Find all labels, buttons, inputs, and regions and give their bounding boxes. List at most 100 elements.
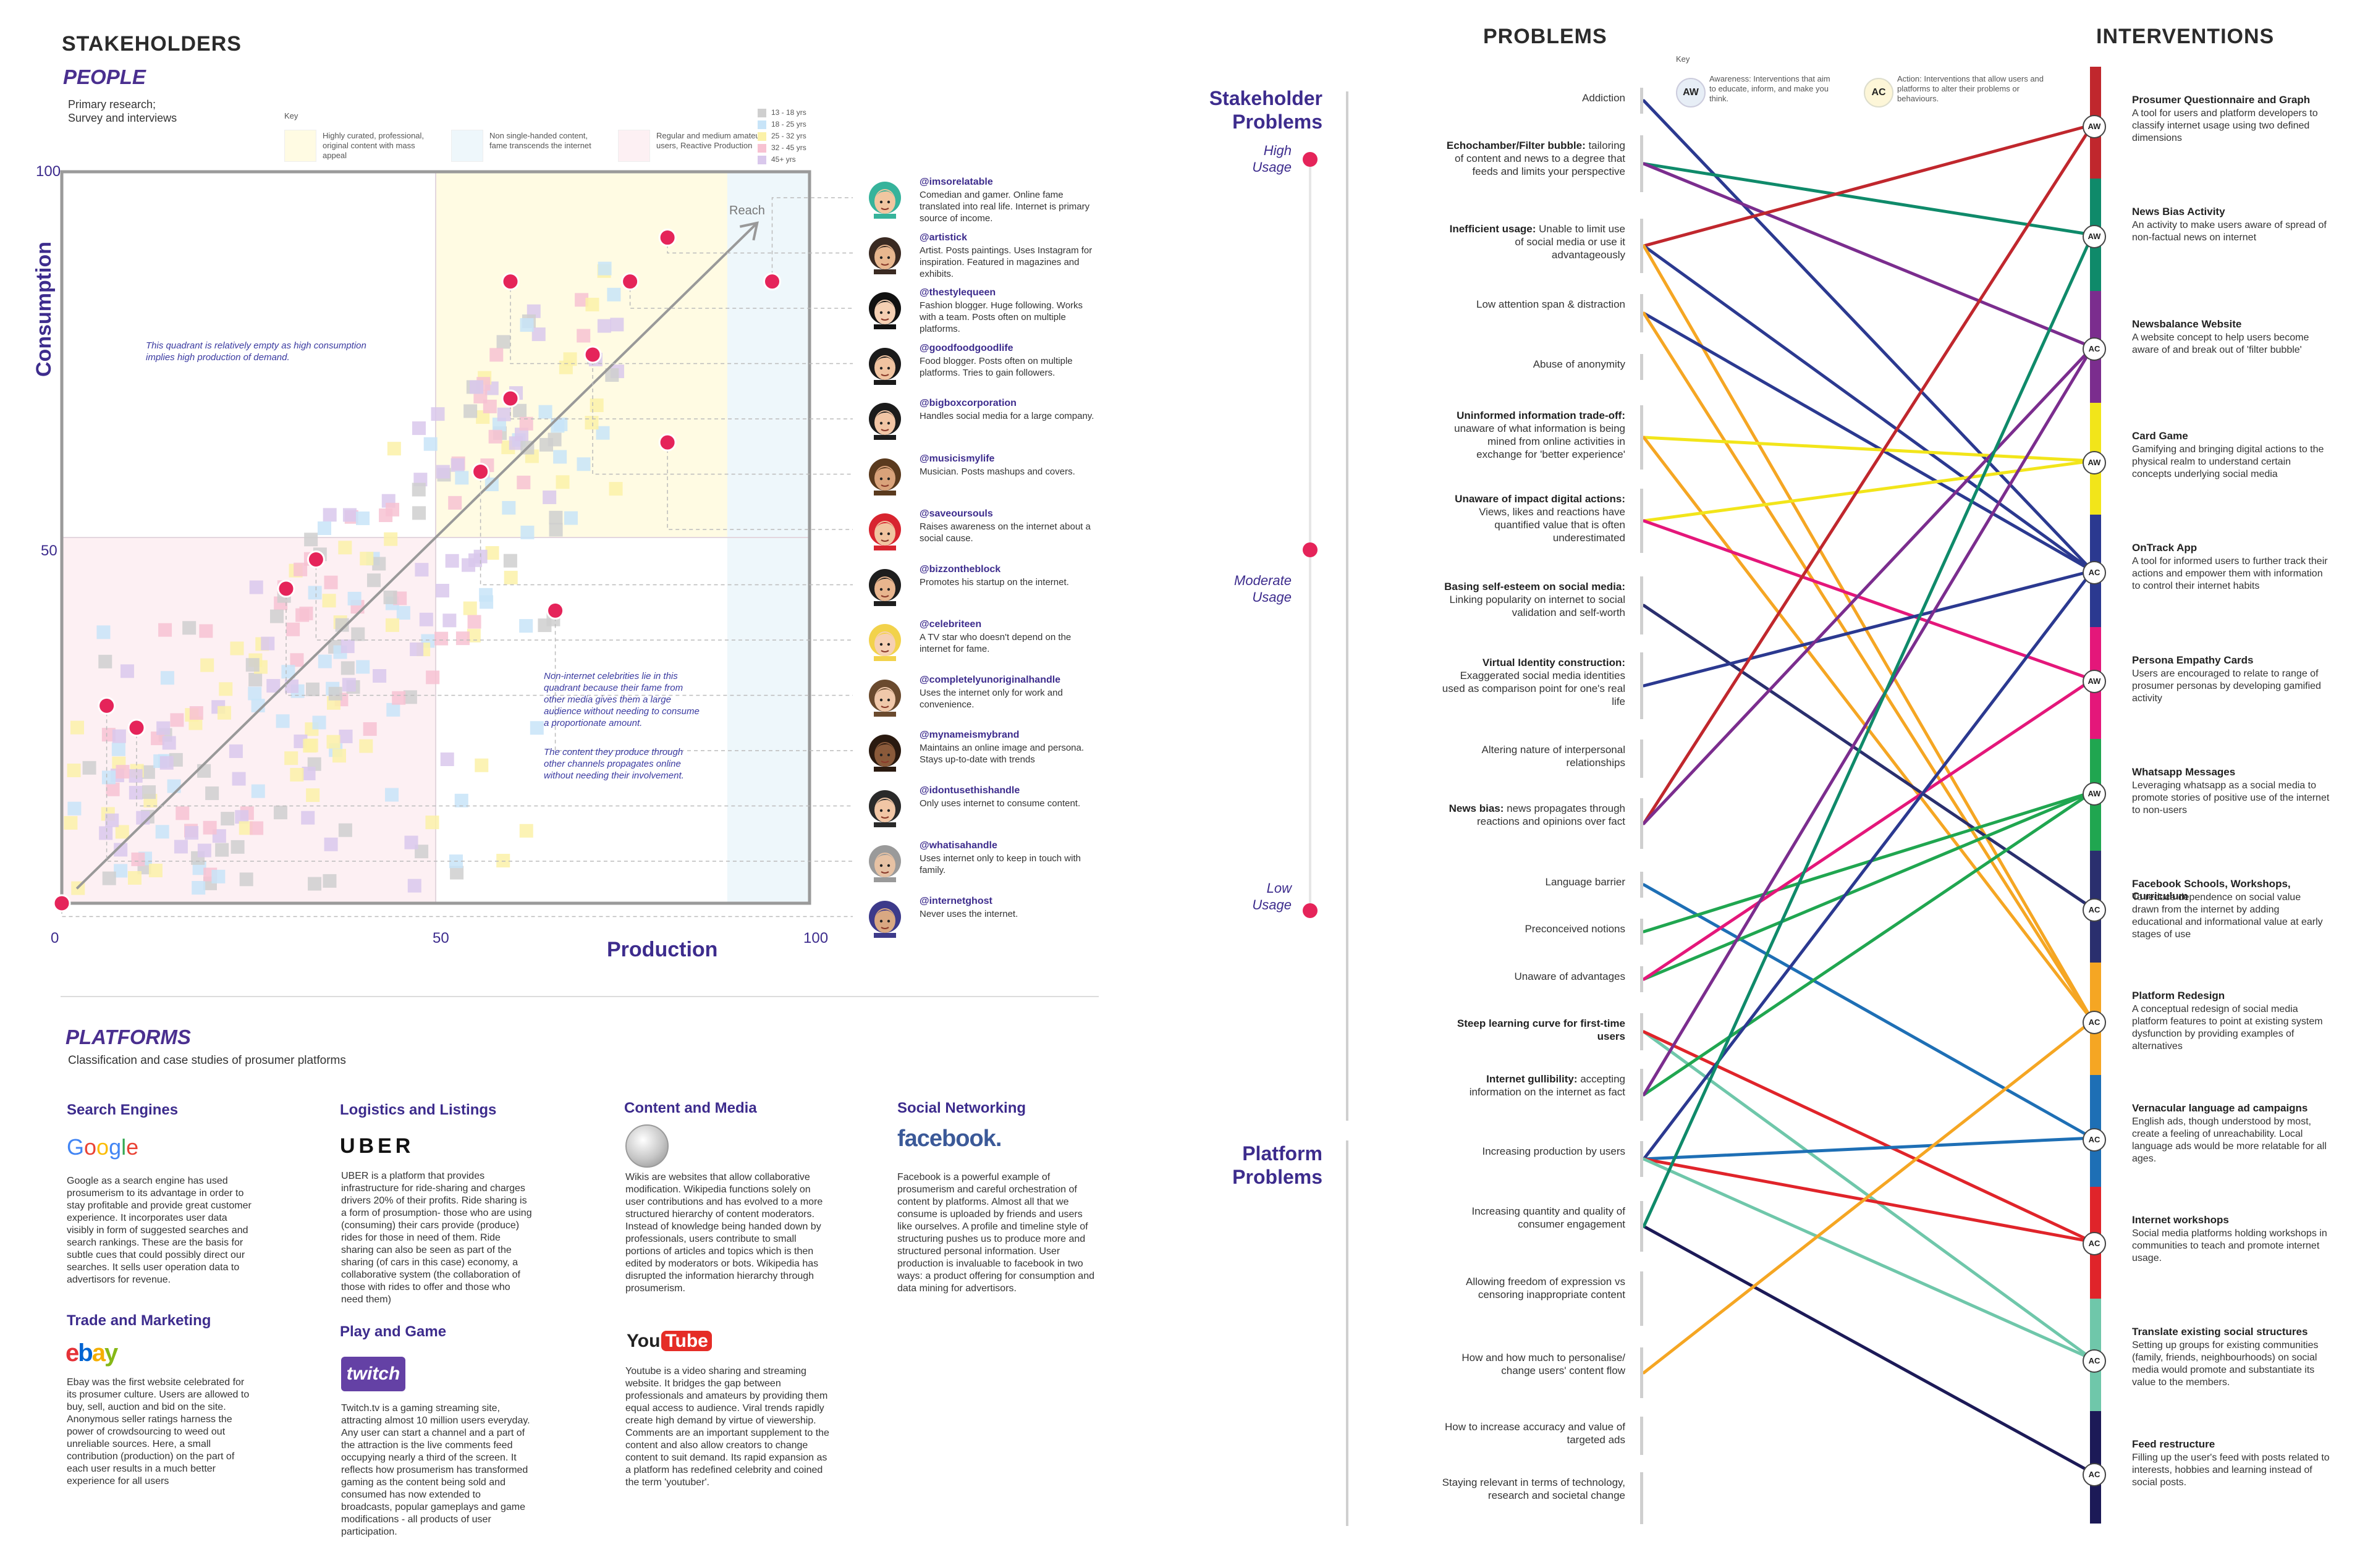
- survey-response-square: [356, 660, 370, 674]
- survey-response-square: [341, 661, 355, 675]
- persona-point: [277, 580, 295, 598]
- survey-response-square: [285, 679, 299, 693]
- survey-response-square: [290, 684, 305, 698]
- problem-intervention-link: [1642, 244, 2094, 573]
- survey-response-square: [360, 552, 374, 566]
- problem-bracket: [1640, 652, 1643, 719]
- youtube-logo-tube: Tube: [661, 1331, 712, 1351]
- survey-response-square: [250, 821, 264, 835]
- age-label-5: 45+ yrs: [771, 155, 796, 164]
- survey-response-square: [333, 615, 347, 630]
- problem-bracket: [1640, 966, 1643, 992]
- survey-response-square: [289, 563, 303, 578]
- problem-item-text: Abuse of anonymity: [1533, 358, 1625, 370]
- survey-response-square: [387, 442, 401, 456]
- quadrant-low-low: [62, 537, 436, 903]
- persona-point: [501, 272, 520, 291]
- survey-response-square: [559, 360, 573, 374]
- ebay-logo: ebay: [66, 1339, 118, 1367]
- problem-bracket: [1640, 1472, 1643, 1524]
- y-axis-label: Consumption: [32, 241, 56, 377]
- problem-item: Echochamber/Filter bubble: tailoring of …: [1440, 139, 1625, 178]
- people-label: PEOPLE: [63, 65, 146, 88]
- survey-response-square: [302, 767, 316, 781]
- survey-response-square: [577, 457, 591, 471]
- x-tick-0: 0: [51, 930, 59, 946]
- persona-point: [501, 389, 520, 408]
- problem-item-text: Increasing production by users: [1482, 1145, 1625, 1157]
- persona-description: A TV star who doesn't depend on the inte…: [920, 632, 1072, 654]
- survey-response-square: [326, 681, 340, 696]
- survey-response-square: [235, 810, 249, 824]
- survey-response-square: [203, 876, 218, 890]
- problem-item-text: Linking popularity on internet to social…: [1449, 594, 1625, 618]
- survey-response-square: [597, 264, 611, 278]
- survey-response-square: [205, 786, 219, 800]
- survey-response-square: [253, 660, 268, 674]
- problem-item-text: Allowing freedom of expression vs censor…: [1466, 1276, 1625, 1300]
- survey-response-square: [563, 352, 577, 366]
- persona-point: [621, 272, 640, 291]
- stakeholder-problems-label: Stakeholder Problems: [1209, 87, 1322, 133]
- youtube-logo: You Tube: [627, 1331, 712, 1352]
- key-text-1: Highly curated, professional, original c…: [323, 131, 425, 160]
- persona-handle: @mynameismybrand: [920, 730, 1020, 740]
- persona-avatar: [865, 235, 905, 274]
- problem-item: Steep learning curve for first-time user…: [1440, 1017, 1625, 1043]
- problem-item: Language barrier: [1440, 875, 1625, 888]
- problem-bracket: [1640, 1069, 1643, 1121]
- age-swatch-5: [758, 156, 766, 164]
- intervention-title: News Bias Activity: [2132, 206, 2225, 218]
- survey-response-square: [381, 494, 396, 508]
- survey-response-square: [112, 729, 126, 743]
- age-swatch-1: [758, 109, 766, 117]
- persona-description: Musician. Posts mashups and covers.: [920, 466, 1075, 477]
- persona-point: [546, 601, 565, 620]
- survey-response-square: [167, 779, 181, 793]
- intervention-title: Prosumer Questionnaire and Graph: [2132, 94, 2311, 106]
- survey-response-square: [470, 380, 484, 394]
- survey-response-square: [554, 417, 568, 431]
- awareness-badge: AW: [2083, 451, 2106, 474]
- survey-response-square: [488, 429, 502, 444]
- problem-bracket: [1640, 405, 1643, 470]
- survey-response-square: [468, 553, 483, 567]
- survey-response-square: [454, 793, 468, 807]
- survey-response-square: [436, 465, 450, 479]
- survey-response-square: [306, 788, 320, 803]
- survey-response-square: [129, 769, 143, 783]
- persona-avatar: [865, 843, 905, 882]
- survey-response-square: [306, 682, 320, 696]
- intervention-title: Translate existing social structures: [2132, 1326, 2308, 1338]
- problem-item-text: Staying relevant in terms of technology,…: [1442, 1477, 1625, 1501]
- problem-bracket: [1640, 88, 1643, 114]
- problem-item: Basing self-esteem on social media: Link…: [1440, 580, 1625, 619]
- survey-response-square: [366, 552, 380, 566]
- age-label-1: 13 - 18 yrs: [771, 108, 806, 117]
- twitch-description: Twitch.tv is a gaming streaming site, at…: [341, 1403, 530, 1537]
- problem-intervention-link: [1642, 790, 2094, 1097]
- problem-bracket: [1640, 135, 1643, 192]
- problem-item: Unaware of impact digital actions: Views…: [1440, 492, 1625, 544]
- survey-response-square: [383, 590, 397, 604]
- survey-response-square: [304, 533, 318, 547]
- persona-point: [658, 229, 677, 247]
- problem-item: How to increase accuracy and value of ta…: [1440, 1420, 1625, 1446]
- survey-response-square: [199, 624, 213, 638]
- survey-response-square: [188, 716, 203, 730]
- problem-item-text: Views, likes and reactions have quantifi…: [1479, 506, 1625, 544]
- survey-response-square: [346, 680, 360, 694]
- survey-response-square: [329, 743, 343, 757]
- survey-response-square: [359, 739, 373, 753]
- persona-avatar: [865, 567, 905, 606]
- usage-rail: [1309, 157, 1311, 911]
- survey-response-square: [379, 508, 393, 523]
- survey-response-square: [255, 637, 269, 651]
- problem-item-text: tailoring of content and news to a degre…: [1455, 140, 1625, 177]
- problem-item: Allowing freedom of expression vs censor…: [1440, 1275, 1625, 1301]
- age-label-2: 18 - 25 yrs: [771, 120, 806, 129]
- survey-response-square: [101, 807, 115, 821]
- problem-item-text: accepting information on the internet as…: [1469, 1073, 1625, 1098]
- persona-handle: @whatisahandle: [920, 840, 997, 851]
- survey-response-square: [158, 623, 172, 637]
